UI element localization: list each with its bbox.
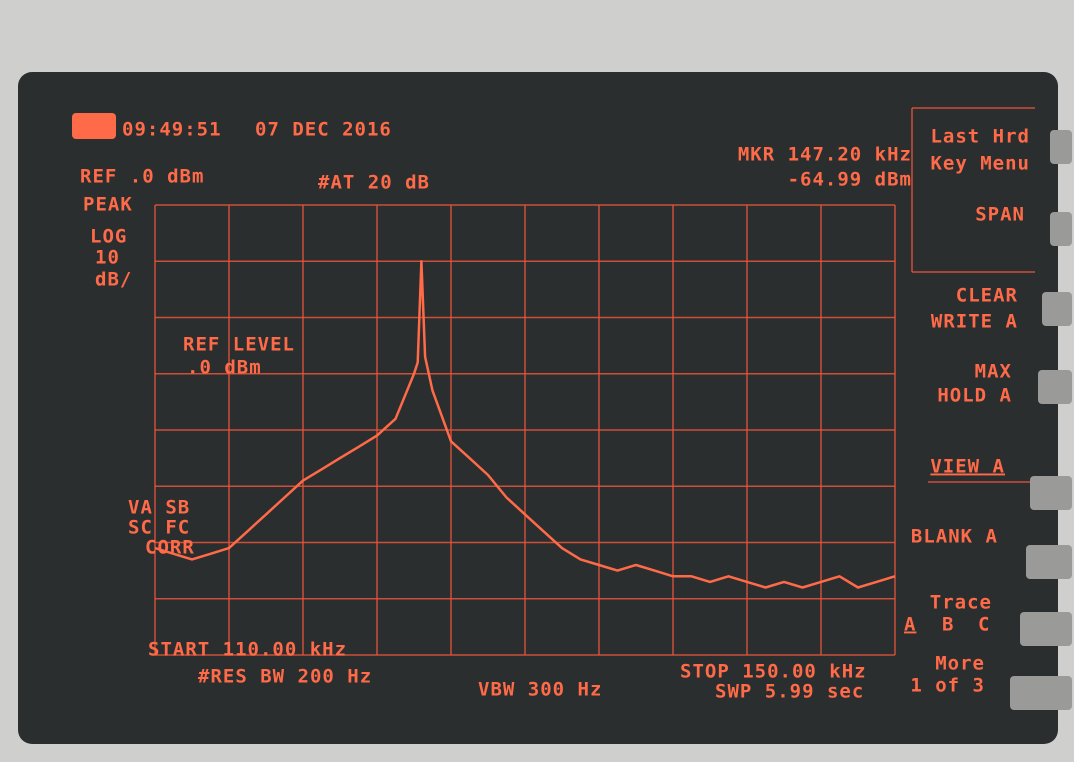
- scale-label: dB/: [95, 269, 132, 291]
- reference: REF .0 dBm: [80, 166, 204, 188]
- softkey-label: WRITE A: [931, 311, 1018, 333]
- time: 09:49:51: [122, 119, 222, 141]
- softkey-label: SPAN: [975, 204, 1025, 226]
- softkey-button[interactable]: [1038, 370, 1072, 404]
- marker-frequency: MKR 147.20 kHz: [738, 144, 912, 166]
- softkey-label: VIEW A: [930, 456, 1005, 478]
- softkey-button[interactable]: [1010, 676, 1072, 710]
- softkey-label: MAX: [975, 361, 1012, 383]
- softkey-button[interactable]: [1020, 612, 1072, 646]
- analyzer-photo: 09:49:51 07 DEC 2016 REF .0 dBm #AT 20 d…: [0, 0, 1074, 762]
- scale-label: LOG: [90, 226, 127, 248]
- sweep-time: SWP 5.99 sec: [715, 681, 864, 703]
- softkey-button[interactable]: [1050, 130, 1072, 164]
- softkey-label: Key Menu: [930, 153, 1030, 175]
- softkey-label: 1 of 3: [910, 675, 985, 697]
- marker-level: -64.99 dBm: [788, 169, 912, 191]
- ref-level-value: .0 dBm: [187, 357, 262, 379]
- softkey-button[interactable]: [1026, 545, 1072, 579]
- date: 07 DEC 2016: [255, 119, 392, 141]
- softkey-label: A: [904, 614, 916, 636]
- video-bandwidth: VBW 300 Hz: [478, 679, 602, 701]
- correction-label: SC FC: [128, 517, 190, 539]
- softkey-label: Last Hrd: [930, 126, 1030, 148]
- softkey-label: CLEAR: [956, 285, 1018, 307]
- ref-level-label: REF LEVEL: [183, 334, 295, 356]
- softkey-button[interactable]: [1042, 292, 1072, 326]
- start-frequency: START 110.00 kHz: [148, 639, 347, 661]
- correction-label: VA SB: [128, 497, 190, 519]
- softkey-label: C: [978, 614, 990, 636]
- scale-label: PEAK: [83, 194, 133, 216]
- hp-logo: [72, 113, 116, 139]
- softkey-button[interactable]: [1050, 212, 1072, 246]
- softkey-label: BLANK A: [911, 526, 998, 548]
- softkey-label: Trace: [930, 592, 992, 614]
- softkey-button[interactable]: [1030, 476, 1072, 510]
- resolution-bandwidth: #RES BW 200 Hz: [198, 666, 372, 688]
- scale-label: 10: [95, 247, 120, 269]
- stop-frequency: STOP 150.00 kHz: [680, 661, 867, 683]
- attenuation: #AT 20 dB: [318, 172, 430, 194]
- correction-label: CORR: [145, 537, 195, 559]
- softkey-label: More: [935, 653, 985, 675]
- softkey-label: HOLD A: [937, 385, 1012, 407]
- softkey-label: B: [942, 614, 954, 636]
